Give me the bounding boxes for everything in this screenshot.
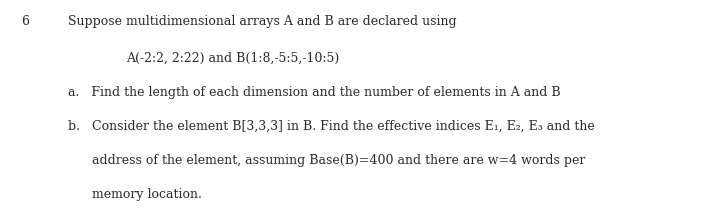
- Text: Suppose multidimensional arrays A and B are declared using: Suppose multidimensional arrays A and B …: [68, 15, 457, 28]
- Text: memory location.: memory location.: [68, 188, 202, 201]
- Text: a.   Find the length of each dimension and the number of elements in A and B: a. Find the length of each dimension and…: [68, 86, 561, 99]
- Text: address of the element, assuming Base(B)=400 and there are w=4 words per: address of the element, assuming Base(B)…: [68, 154, 586, 167]
- Text: 6: 6: [22, 15, 30, 28]
- Text: A(-2:2, 2:22) and B(1:8,-5:5,-10:5): A(-2:2, 2:22) and B(1:8,-5:5,-10:5): [126, 51, 339, 64]
- Text: b.   Consider the element B[3,3,3] in B. Find the effective indices E₁, E₂, E₃ a: b. Consider the element B[3,3,3] in B. F…: [68, 120, 595, 133]
